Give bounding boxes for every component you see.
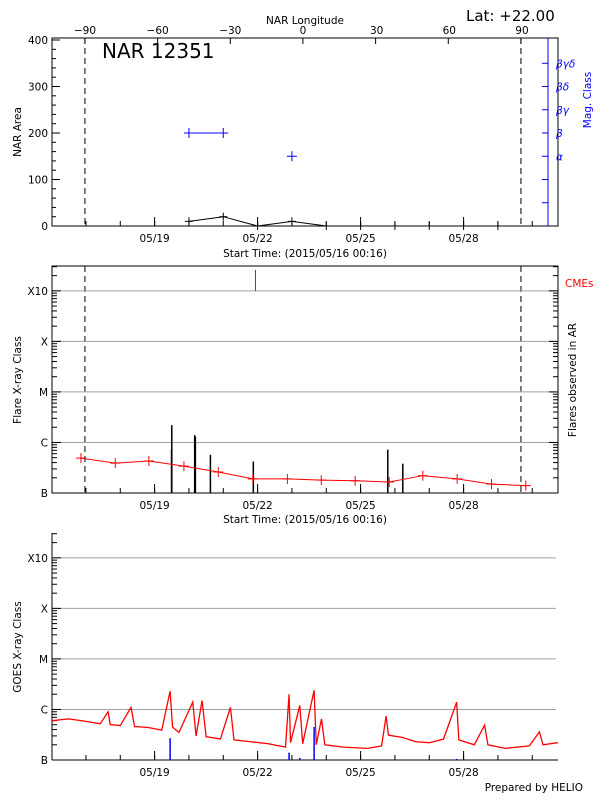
- longitude-tick-label: 90: [513, 25, 528, 37]
- panel2-time-axis-label: Start Time: (2015/05/16 00:16): [223, 514, 387, 526]
- panel3-date-label: 05/19: [139, 767, 169, 779]
- active-region-title: NAR 12351: [102, 39, 215, 63]
- flare-bar: [402, 463, 404, 493]
- flares-in-ar-axis-label: Flares observed in AR: [567, 323, 579, 437]
- panel1-date-label: 05/19: [139, 233, 169, 245]
- panel3-class-label: B: [41, 755, 48, 767]
- panel3-date-label: 05/22: [242, 767, 272, 779]
- longitude-tick-label: −60: [147, 25, 169, 37]
- mag-class-tick-label: βγ: [555, 105, 570, 117]
- panel3-class-label: C: [41, 704, 48, 716]
- goes-event-bar: [288, 752, 290, 760]
- goes-event-bar: [299, 757, 301, 760]
- cme-legend-label: CMEs: [565, 278, 594, 290]
- longitude-axis-title: NAR Longitude: [266, 15, 344, 27]
- mag-class-tick-label: β: [555, 128, 563, 140]
- panel3-date-label: 05/28: [448, 767, 478, 779]
- panel2-class-label: X10: [27, 286, 48, 298]
- goes-class-axis-label: GOES X-ray Class: [12, 601, 24, 692]
- flare-bar: [387, 449, 389, 493]
- area-tick-label: 400: [28, 35, 48, 47]
- panel2-date-label: 05/19: [139, 500, 169, 512]
- mag-class-axis-label: Mag. Class: [582, 72, 594, 128]
- panel3-class-label: X10: [27, 553, 48, 565]
- area-tick-label: 300: [28, 82, 48, 94]
- flare-bar: [209, 454, 212, 493]
- longitude-tick-label: −90: [74, 25, 96, 37]
- goes-flux-line: [51, 690, 559, 750]
- goes-event-bar: [455, 758, 458, 760]
- panel1-date-label: 05/28: [448, 233, 478, 245]
- latitude-label: Lat: +22.00: [466, 7, 555, 25]
- longitude-tick-label: 30: [368, 25, 383, 37]
- area-tick-label: 200: [28, 128, 48, 140]
- panel2-class-label: X: [41, 336, 48, 348]
- panel2-date-label: 05/28: [448, 500, 478, 512]
- prepared-by-footer: Prepared by HELIO: [485, 782, 583, 794]
- area-series-line: [188, 216, 498, 227]
- mag-class-tick-label: βδ: [555, 82, 569, 94]
- flare-class-axis-label: Flare X-ray Class: [12, 336, 24, 424]
- flare-bar: [194, 436, 197, 493]
- area-tick-label: 0: [41, 221, 48, 233]
- goes-event-bar: [169, 738, 171, 760]
- area-axis-label: NAR Area: [12, 107, 24, 157]
- panel1-date-label: 05/22: [242, 233, 272, 245]
- panel2-class-label: M: [39, 387, 48, 399]
- area-tick-label: 100: [28, 175, 48, 187]
- panel3-class-label: X: [41, 603, 48, 615]
- panel2-date-label: 05/22: [242, 500, 272, 512]
- background-flux-line: [80, 457, 526, 487]
- longitude-tick-label: −30: [219, 25, 241, 37]
- goes-event-bar: [313, 726, 315, 760]
- panel1-date-label: 05/25: [345, 233, 375, 245]
- panel2-date-label: 05/25: [345, 500, 375, 512]
- panel3-date-label: 05/25: [345, 767, 375, 779]
- longitude-tick-label: 0: [300, 25, 307, 37]
- panel1-frame: [51, 37, 559, 227]
- flare-bar: [170, 449, 173, 493]
- panel3-class-label: M: [39, 654, 48, 666]
- mag-class-tick-label: α: [556, 151, 563, 163]
- panel1-time-axis-label: Start Time: (2015/05/16 00:16): [223, 248, 387, 260]
- longitude-tick-label: 60: [441, 25, 456, 37]
- panel2-class-label: B: [41, 488, 48, 500]
- panel2-class-label: C: [41, 437, 48, 449]
- panel2-frame: [51, 265, 559, 494]
- mag-class-tick-label: βγδ: [555, 58, 575, 70]
- chart-marks: 0 100 200 300 400 −90 −60 −30 0 30 60 90 αβ βγ βδ βγ…: [27, 25, 575, 779]
